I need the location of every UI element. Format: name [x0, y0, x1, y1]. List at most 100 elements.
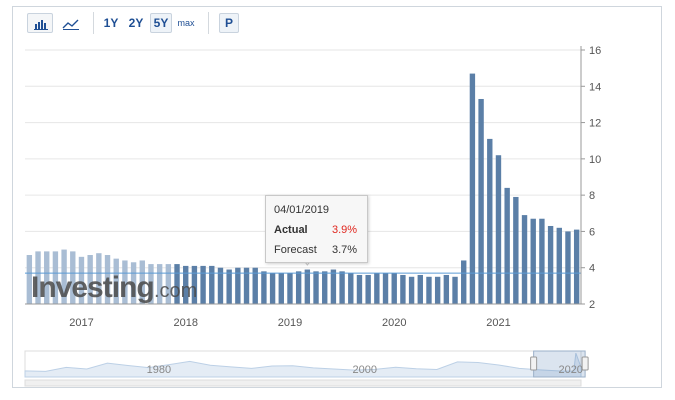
chart-toolbar: 1Y 2Y 5Y max P: [13, 7, 661, 39]
watermark-suffix: .com: [154, 280, 197, 302]
bar[interactable]: [565, 231, 571, 304]
x-tick-label: 2017: [69, 317, 93, 329]
y-tick-label: 14: [589, 81, 601, 93]
bar[interactable]: [252, 267, 258, 304]
y-tick-label: 6: [589, 226, 595, 238]
bar[interactable]: [487, 138, 493, 304]
bar[interactable]: [295, 271, 302, 304]
bar[interactable]: [165, 264, 172, 304]
bar[interactable]: [339, 271, 345, 304]
bar[interactable]: [461, 260, 467, 304]
bar[interactable]: [156, 264, 163, 304]
bar[interactable]: [391, 273, 397, 304]
y-tick-label: 10: [589, 154, 601, 166]
toolbar-separator: [208, 12, 209, 34]
bar[interactable]: [35, 251, 41, 304]
bar[interactable]: [556, 227, 562, 304]
bar[interactable]: [183, 265, 189, 304]
line-chart-icon[interactable]: [57, 13, 83, 33]
bar[interactable]: [217, 267, 224, 304]
range-2y-button[interactable]: 2Y: [128, 16, 144, 30]
bar[interactable]: [400, 274, 406, 304]
tooltip-actual-label: Actual: [274, 224, 308, 236]
bar[interactable]: [539, 218, 545, 304]
bar[interactable]: [96, 253, 102, 304]
bar[interactable]: [52, 251, 59, 304]
y-tick-label: 4: [589, 263, 595, 275]
bar[interactable]: [235, 267, 241, 304]
data-tooltip: 04/01/2019 Actual 3.9% Forecast 3.7%: [265, 195, 368, 263]
bar[interactable]: [426, 276, 432, 304]
bar[interactable]: [148, 264, 154, 304]
bar[interactable]: [304, 269, 311, 304]
bar[interactable]: [348, 273, 354, 304]
navigator-scrollbar[interactable]: [24, 379, 582, 387]
y-tick-label: 12: [589, 118, 601, 130]
bar[interactable]: [226, 269, 232, 304]
bar[interactable]: [243, 267, 250, 304]
bar[interactable]: [113, 258, 119, 304]
bar[interactable]: [547, 225, 554, 304]
bar[interactable]: [130, 262, 137, 304]
bar[interactable]: [434, 276, 441, 304]
bar[interactable]: [513, 196, 519, 304]
tooltip-actual-value: 3.9%: [332, 224, 358, 236]
bar[interactable]: [191, 265, 198, 304]
bar[interactable]: [70, 251, 76, 304]
print-button[interactable]: P: [219, 13, 239, 33]
bar[interactable]: [122, 260, 128, 304]
watermark-brand: Investing: [31, 271, 154, 304]
bar[interactable]: [104, 255, 111, 304]
bar-chart-icon[interactable]: [27, 13, 53, 33]
investing-watermark: Investing .com: [31, 271, 197, 304]
tooltip-date: 04/01/2019: [274, 204, 330, 216]
toolbar-separator: [93, 12, 94, 34]
x-tick-label: 2019: [278, 317, 302, 329]
bar[interactable]: [504, 187, 510, 304]
bar[interactable]: [61, 249, 67, 304]
bar[interactable]: [269, 273, 276, 304]
bar[interactable]: [26, 255, 33, 304]
bar[interactable]: [261, 271, 267, 304]
bar[interactable]: [443, 274, 450, 304]
bar[interactable]: [478, 98, 484, 304]
bar[interactable]: [356, 274, 363, 304]
bar[interactable]: [469, 73, 476, 304]
bar[interactable]: [313, 271, 319, 304]
bar[interactable]: [530, 218, 536, 304]
bar[interactable]: [417, 274, 423, 304]
bar[interactable]: [44, 251, 50, 304]
bar[interactable]: [521, 215, 528, 304]
y-tick-label: 16: [589, 45, 601, 57]
x-tick-label: 2020: [382, 317, 406, 329]
bar[interactable]: [209, 265, 215, 304]
bar[interactable]: [87, 255, 93, 304]
x-tick-label: 2021: [486, 317, 510, 329]
navigator-selection[interactable]: [533, 350, 586, 378]
bar[interactable]: [200, 265, 206, 304]
navigator-tick-label: 2000: [353, 364, 377, 376]
bar[interactable]: [573, 229, 580, 304]
bar[interactable]: [287, 273, 293, 304]
bar[interactable]: [374, 273, 380, 304]
bar[interactable]: [408, 276, 415, 304]
bar[interactable]: [330, 269, 337, 304]
range-5y-button[interactable]: 5Y: [150, 13, 172, 33]
bar[interactable]: [495, 155, 502, 304]
range-max-button[interactable]: max: [177, 18, 195, 28]
bar[interactable]: [382, 273, 389, 304]
bar[interactable]: [322, 271, 328, 304]
x-tick-label: 2018: [173, 317, 197, 329]
navigator-handle[interactable]: [581, 356, 589, 371]
y-tick-label: 2: [589, 299, 595, 311]
bar[interactable]: [174, 264, 180, 304]
range-1y-button[interactable]: 1Y: [103, 16, 119, 30]
navigator-handle[interactable]: [530, 356, 538, 371]
bar[interactable]: [139, 260, 145, 304]
bar[interactable]: [365, 274, 371, 304]
bar[interactable]: [452, 276, 458, 304]
navigator[interactable]: 1980 2000 2020: [24, 350, 589, 387]
bar[interactable]: [78, 256, 85, 304]
tooltip-forecast-label: Forecast: [274, 244, 317, 256]
bar[interactable]: [278, 273, 284, 304]
